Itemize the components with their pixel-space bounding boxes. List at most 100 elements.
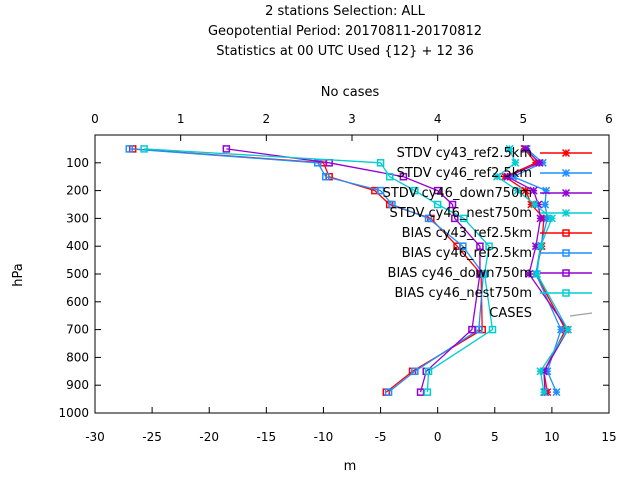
title-line-3: Statistics at 00 UTC Used {12} + 12 36 (216, 44, 473, 59)
data-point (521, 186, 530, 195)
data-point (411, 367, 419, 376)
legend-marker (562, 269, 570, 277)
data-point (459, 242, 467, 250)
data-point (503, 172, 512, 181)
legend-label: BIAS cy46_ref2.5km (402, 246, 532, 261)
legend-entry-1: STDV cy46_ref2.5km (397, 166, 592, 181)
legend-marker (562, 289, 570, 297)
y-tick-label: 700 (66, 323, 89, 337)
data-point (511, 158, 520, 167)
data-point (531, 242, 540, 251)
x-tick-label: -20 (199, 430, 219, 444)
legend-entry-5: BIAS cy46_ref2.5km (402, 246, 592, 261)
data-point (521, 144, 530, 153)
data-point (475, 325, 483, 334)
data-point (424, 214, 433, 223)
legend-label: BIAS cy46_down750m (388, 266, 532, 281)
x-tick-label: -30 (85, 430, 105, 444)
x-tick-label: -15 (257, 430, 277, 444)
data-point (542, 186, 551, 195)
data-point (530, 200, 539, 209)
data-point (480, 270, 489, 278)
y-tick-label: 900 (66, 378, 89, 392)
y-tick-label: 100 (66, 156, 89, 170)
legend: STDV cy43_ref2.5km STDV cy46_ref2.5km STDV… (383, 146, 593, 321)
data-point (536, 242, 545, 251)
x-axis-label: m (344, 459, 357, 474)
data-point (388, 200, 396, 209)
data-point (433, 200, 442, 209)
data-point (416, 388, 425, 396)
legend-marker (562, 249, 570, 257)
y-axis-label: hPa (11, 263, 26, 286)
data-point (535, 158, 544, 167)
x-tick-label: -5 (375, 430, 387, 444)
y-tick-label: 600 (66, 295, 89, 309)
data-point (399, 172, 408, 181)
chart-title: 2 stations Selection: ALL Geopotential P… (208, 4, 482, 59)
data-point (536, 214, 545, 223)
data-point (376, 186, 385, 195)
data-point (385, 172, 394, 181)
data-point (488, 325, 497, 334)
legend-marker (561, 168, 571, 178)
series-group (125, 144, 572, 397)
data-point (140, 145, 148, 153)
data-point (485, 242, 493, 250)
data-point (476, 270, 484, 278)
legend-entry-2: STDV cy46_down750m (383, 186, 592, 201)
legend-marker (561, 208, 571, 218)
data-point (411, 186, 419, 195)
data-point (513, 186, 522, 195)
series-3 (493, 144, 572, 397)
data-point (539, 388, 548, 397)
legend-label: STDV cy46_ref2.5km (397, 166, 532, 181)
data-point (543, 214, 552, 223)
x2-tick-label: 3 (348, 112, 356, 126)
legend-label: BIAS cy43_ref2.5km (402, 226, 532, 241)
title-line-2: Geopotential Period: 20170811-20170812 (208, 24, 482, 39)
data-point (556, 325, 566, 334)
legend-entry-7: BIAS cy46_nest750m (395, 286, 592, 301)
legend-marker (562, 229, 570, 237)
data-point (563, 325, 572, 334)
legend-entry-4: BIAS cy43_ref2.5km (402, 226, 592, 241)
legend-entry-6: BIAS cy46_down750m (388, 266, 592, 281)
data-point (424, 367, 433, 376)
y-tick-label: 300 (66, 211, 89, 225)
x-tick-label: 15 (601, 430, 616, 444)
data-point (313, 159, 322, 167)
legend-label: BIAS cy46_nest750m (395, 286, 533, 301)
x2-tick-label: 4 (434, 112, 442, 126)
legend-marker (561, 188, 571, 198)
legend-label: STDV cy43_ref2.5km (397, 146, 532, 161)
data-point (493, 172, 502, 181)
legend-label: STDV cy46_nest750m (390, 206, 532, 221)
data-point (423, 388, 432, 396)
legend-label: STDV cy46_down750m (383, 186, 532, 201)
data-point (384, 388, 393, 396)
data-point (541, 200, 550, 209)
legend-marker (561, 148, 571, 158)
y-tick-label: 1000 (58, 406, 89, 420)
legend-label: CASES (489, 306, 532, 321)
x2-axis-ticks: 0 1 2 3 4 5 6 (91, 112, 613, 141)
x2-tick-label: 5 (520, 112, 528, 126)
data-point (433, 186, 442, 195)
series-7 (140, 145, 497, 396)
x-tick-label: -10 (314, 430, 334, 444)
data-point (222, 145, 231, 153)
data-point (552, 388, 561, 397)
x-tick-label: 0 (434, 430, 442, 444)
series-line (226, 148, 481, 393)
data-point (125, 145, 134, 153)
x2-tick-label: 0 (91, 112, 99, 126)
y-tick-label: 800 (66, 350, 89, 364)
data-point (536, 367, 545, 376)
data-point (547, 214, 556, 223)
x-tick-label: -25 (142, 430, 162, 444)
data-point (321, 172, 330, 181)
legend-entry-0: STDV cy43_ref2.5km (397, 146, 592, 161)
